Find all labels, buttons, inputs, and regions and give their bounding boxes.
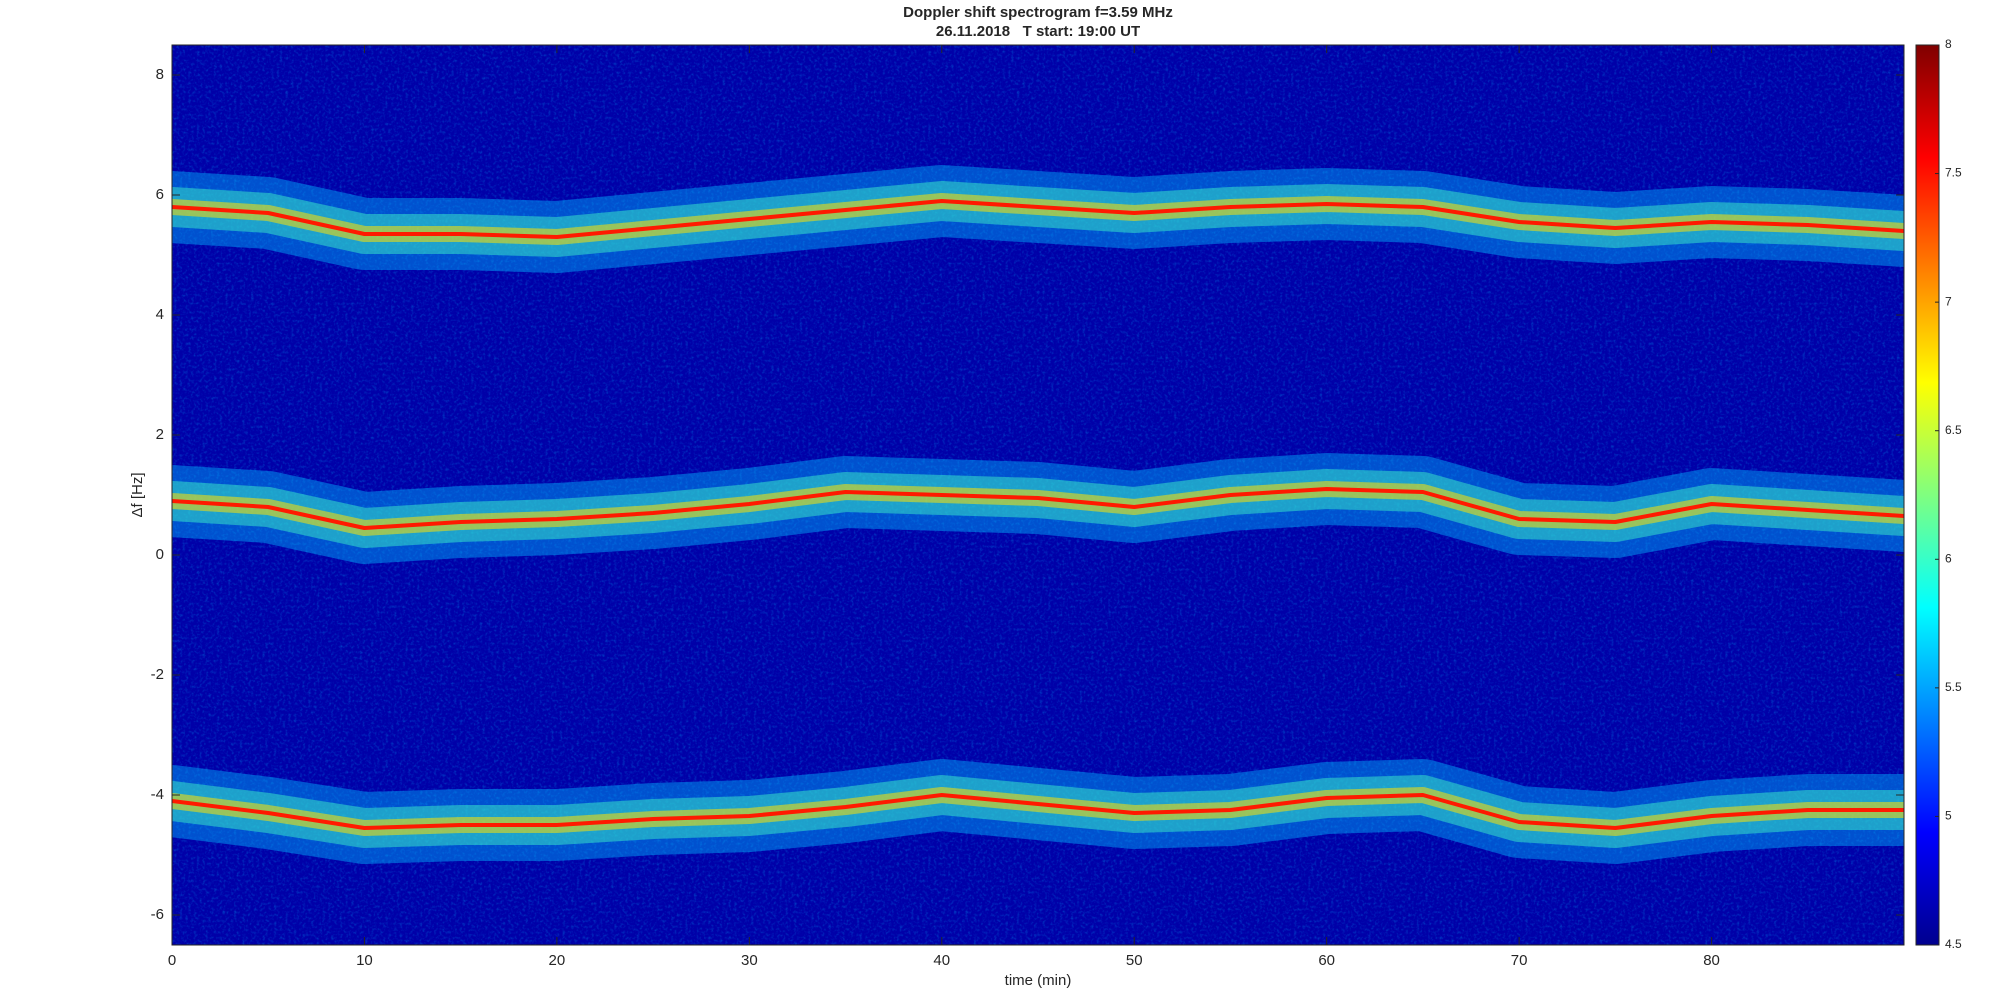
x-tick-label: 40 <box>933 952 950 969</box>
y-axis-label: Δf [Hz] <box>129 472 146 517</box>
colorbar-tick-label: 4.5 <box>1945 937 1962 951</box>
x-tick-label: 50 <box>1126 952 1143 969</box>
trace-line <box>172 199 1904 239</box>
y-tick-label: 0 <box>156 546 164 563</box>
trace-line <box>172 793 1904 830</box>
y-tick-label: -6 <box>151 906 164 923</box>
x-tick-label: 70 <box>1511 952 1528 969</box>
colorbar-tick-label: 7 <box>1945 294 1952 308</box>
trace-line <box>172 487 1904 530</box>
colorbar-tick-label: 8 <box>1945 37 1952 51</box>
x-tick-label: 60 <box>1318 952 1335 969</box>
colorbar-tick-label: 6.5 <box>1945 423 1962 437</box>
x-tick-label: 30 <box>741 952 758 969</box>
x-tick-label: 0 <box>168 952 176 969</box>
y-tick-label: 4 <box>156 306 164 323</box>
colorbar-tick-label: 6 <box>1945 551 1952 565</box>
x-tick-label: 20 <box>549 952 566 969</box>
x-axis-label: time (min) <box>1005 972 1072 989</box>
x-tick-label: 10 <box>356 952 373 969</box>
colorbar-tick-label: 5 <box>1945 809 1952 823</box>
y-tick-label: 8 <box>156 66 164 83</box>
chart-title: Doppler shift spectrogram f=3.59 MHz <box>903 4 1173 21</box>
colorbar-tick-label: 7.5 <box>1945 166 1962 180</box>
y-tick-label: -2 <box>151 666 164 683</box>
colorbar-tick-label: 5.5 <box>1945 680 1962 694</box>
y-tick-label: -4 <box>151 786 164 803</box>
y-tick-label: 6 <box>156 186 164 203</box>
y-tick-label: 2 <box>156 426 164 443</box>
plot-frame <box>171 44 1905 946</box>
colorbar <box>1915 44 1940 946</box>
chart-subtitle: 26.11.2018 T start: 19:00 UT <box>936 23 1140 40</box>
x-tick-label: 80 <box>1703 952 1720 969</box>
